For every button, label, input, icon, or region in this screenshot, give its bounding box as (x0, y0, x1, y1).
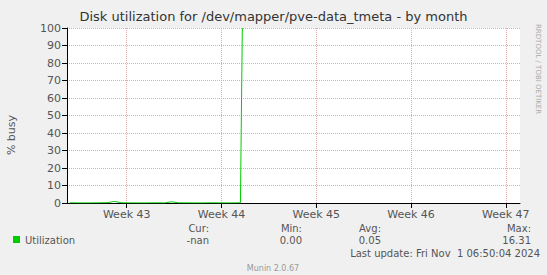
svg-text:Disk utilization for /dev/mapp: Disk utilization for /dev/mapper/pve-dat… (79, 9, 467, 24)
svg-text:Week 45: Week 45 (292, 208, 340, 221)
svg-text:90: 90 (47, 39, 61, 52)
svg-text:0.05: 0.05 (359, 235, 381, 246)
svg-text:50: 50 (47, 109, 61, 122)
svg-text:Utilization: Utilization (25, 235, 75, 246)
svg-text:Last update: Fri Nov 1 06:50:: Last update: Fri Nov 1 06:50:04 2024 (350, 248, 540, 259)
svg-text:0: 0 (54, 197, 61, 210)
svg-text:60: 60 (47, 92, 61, 105)
svg-text:30: 30 (47, 144, 61, 157)
svg-text:70: 70 (47, 74, 61, 87)
svg-text:0.00: 0.00 (280, 235, 302, 246)
svg-text:-nan: -nan (187, 235, 209, 246)
svg-text:Week 44: Week 44 (198, 208, 246, 221)
svg-text:% busy: % busy (5, 114, 18, 155)
svg-text:Week 46: Week 46 (387, 208, 435, 221)
svg-text:40: 40 (47, 127, 61, 140)
svg-text:Week 43: Week 43 (103, 208, 151, 221)
svg-text:Max:: Max: (507, 223, 531, 234)
svg-text:RRDTOOL / TOBI OETIKER: RRDTOOL / TOBI OETIKER (534, 24, 542, 114)
svg-text:10: 10 (47, 179, 61, 192)
svg-text:Min:: Min: (281, 223, 302, 234)
svg-text:80: 80 (47, 57, 61, 70)
svg-text:Cur:: Cur: (188, 223, 209, 234)
svg-text:Avg:: Avg: (359, 223, 381, 234)
svg-text:20: 20 (47, 162, 61, 175)
svg-text:Week 47: Week 47 (482, 208, 530, 221)
svg-text:Munin 2.0.67: Munin 2.0.67 (247, 264, 299, 273)
svg-text:16.31: 16.31 (502, 235, 531, 246)
svg-text:100: 100 (40, 22, 61, 35)
